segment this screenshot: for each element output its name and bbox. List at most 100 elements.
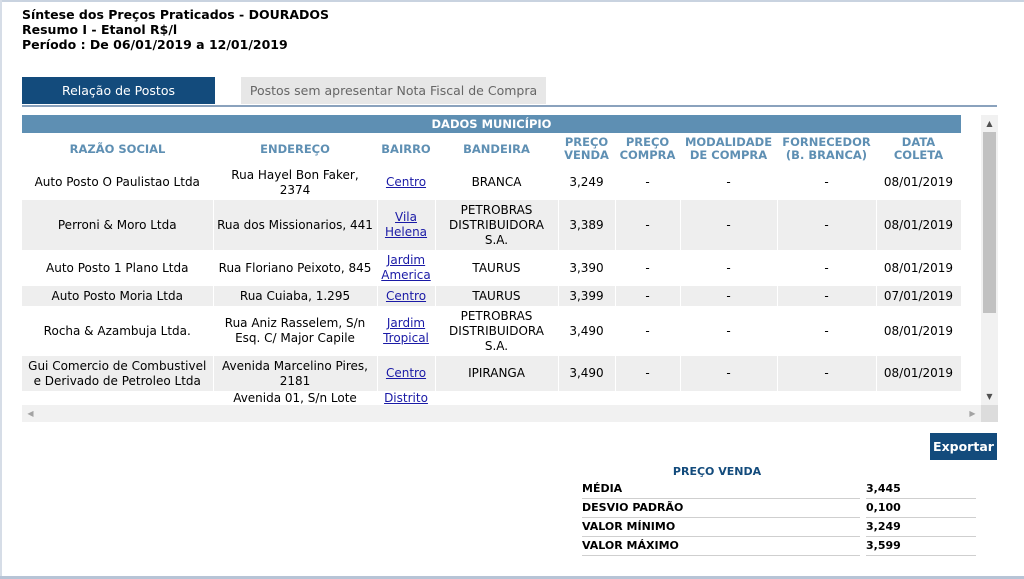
cell-razao: Auto Posto 1 Plano Ltda: [22, 250, 214, 286]
postos-grid: DADOS MUNICÍPIO RAZÃO SOCIAL ENDEREÇO BA…: [22, 115, 998, 423]
col-header-preco-venda[interactable]: PREÇO VENDA: [564, 135, 609, 162]
stat-value: 3,249: [866, 518, 976, 537]
col-header-bairro[interactable]: BAIRRO: [381, 141, 431, 156]
cell-endereco: Avenida 01, S/n Lote: [213, 391, 378, 405]
arrow-down-icon[interactable]: ▼: [986, 392, 993, 401]
postos-table: RAZÃO SOCIAL ENDEREÇO BAIRRO BANDEIRA PR…: [22, 133, 961, 405]
table-row: Auto Posto Moria Ltda Rua Cuiaba, 1.295 …: [22, 286, 961, 306]
window-top-border: [0, 0, 1024, 2]
cell-fornecedor: -: [777, 356, 877, 391]
cell-venda: 3,390: [558, 250, 616, 286]
arrow-up-icon[interactable]: ▲: [986, 119, 993, 128]
cell-bairro: Centro: [377, 356, 436, 391]
cell-compra: -: [615, 286, 681, 306]
cell-modalidade: -: [680, 356, 778, 391]
bairro-link[interactable]: Centro: [385, 175, 427, 189]
stats-panel: PREÇO VENDA MÉDIA 3,445 DESVIO PADRÃO 0,…: [578, 464, 977, 556]
cell-endereco: Rua dos Missionarios, 441: [213, 200, 378, 250]
cell-endereco: Avenida Marcelino Pires, 2181: [213, 356, 378, 391]
cell-fornecedor: -: [777, 165, 877, 200]
cell-endereco: Rua Hayel Bon Faker, 2374: [213, 165, 378, 200]
cell-data: 08/01/2019: [876, 165, 961, 200]
export-button[interactable]: Exportar: [930, 433, 997, 460]
cell-compra: -: [615, 200, 681, 250]
cell-endereco: Rua Cuiaba, 1.295: [213, 286, 378, 306]
cell-modalidade: [680, 391, 778, 405]
window-bottom-border: [0, 576, 1024, 579]
col-header-preco-compra[interactable]: PREÇO COMPRA: [619, 135, 676, 162]
cell-fornecedor: -: [777, 286, 877, 306]
cell-venda: [558, 391, 616, 405]
window-left-border: [0, 0, 2, 579]
cell-venda: 3,249: [558, 165, 616, 200]
report-header: Síntese dos Preços Praticados - DOURADOS…: [22, 7, 329, 52]
stat-row-maximo: VALOR MÁXIMO 3,599: [578, 537, 977, 556]
cell-compra: -: [615, 306, 681, 356]
col-header-razao-social[interactable]: RAZÃO SOCIAL: [69, 141, 166, 156]
tab-postos-sem-nota-fiscal[interactable]: Postos sem apresentar Nota Fiscal de Com…: [241, 77, 546, 104]
stat-value: 3,599: [866, 537, 976, 556]
cell-bandeira: PETROBRAS DISTRIBUIDORA S.A.: [435, 200, 559, 250]
col-header-endereco[interactable]: ENDEREÇO: [260, 141, 330, 156]
cell-compra: -: [615, 165, 681, 200]
cell-razao: Auto Posto O Paulistao Ltda: [22, 165, 214, 200]
cell-modalidade: -: [680, 250, 778, 286]
vertical-scroll-thumb[interactable]: [983, 132, 996, 313]
table-header-row: RAZÃO SOCIAL ENDEREÇO BAIRRO BANDEIRA PR…: [22, 133, 961, 165]
cell-bairro: Jardim America: [377, 250, 436, 286]
cell-venda: 3,389: [558, 200, 616, 250]
cell-fornecedor: -: [777, 306, 877, 356]
table-row: Gui Comercio de Combustivel e Derivado d…: [22, 356, 961, 391]
stats-title: PREÇO VENDA: [672, 465, 762, 478]
cell-bairro: Centro: [377, 286, 436, 306]
vertical-scrollbar[interactable]: ▲ ▼: [981, 115, 998, 405]
cell-fornecedor: -: [777, 250, 877, 286]
arrow-left-icon[interactable]: ◀: [27, 409, 34, 418]
bairro-link[interactable]: Centro: [385, 288, 427, 303]
report-subtitle: Resumo I - Etanol R$/l: [22, 22, 178, 37]
cell-data: 08/01/2019: [876, 356, 961, 391]
cell-data: [876, 391, 961, 405]
arrow-right-icon[interactable]: ▶: [969, 409, 976, 418]
bairro-link[interactable]: Vila Helena: [384, 210, 428, 239]
cell-endereco: Rua Floriano Peixoto, 845: [213, 250, 378, 286]
cell-modalidade: -: [680, 200, 778, 250]
col-header-data-coleta[interactable]: DATA COLETA: [893, 135, 944, 162]
cell-data: 07/01/2019: [876, 286, 961, 306]
col-header-bandeira[interactable]: BANDEIRA: [463, 141, 530, 156]
cell-bairro: Jardim Tropical: [377, 306, 436, 356]
stat-label: MÉDIA: [582, 480, 860, 499]
bairro-link[interactable]: Jardim Tropical: [383, 316, 429, 345]
tab-bar: Relação de Postos pesquisados Postos sem…: [22, 77, 997, 125]
cell-razao: Auto Posto Moria Ltda: [22, 286, 214, 306]
stat-label: VALOR MÍNIMO: [582, 518, 860, 537]
table-row: Avenida 01, S/n Lote Distrito: [22, 391, 961, 405]
table-row: Perroni & Moro Ltda Rua dos Missionarios…: [22, 200, 961, 250]
col-header-modalidade[interactable]: MODALIDADE DE COMPRA: [684, 135, 773, 162]
horizontal-scrollbar[interactable]: ◀ ▶: [22, 405, 981, 422]
cell-data: 08/01/2019: [876, 306, 961, 356]
cell-data: 08/01/2019: [876, 200, 961, 250]
cell-bandeira: [435, 391, 559, 405]
cell-bandeira: PETROBRAS DISTRIBUIDORA S.A.: [435, 306, 559, 356]
cell-razao: Perroni & Moro Ltda: [22, 200, 214, 250]
cell-fornecedor: -: [777, 200, 877, 250]
cell-bairro: Centro: [377, 165, 436, 200]
table-row: Auto Posto O Paulistao Ltda Rua Hayel Bo…: [22, 165, 961, 200]
cell-modalidade: -: [680, 306, 778, 356]
group-header: DADOS MUNICÍPIO: [22, 115, 961, 133]
cell-bandeira: BRANCA: [435, 165, 559, 200]
grid-viewport: DADOS MUNICÍPIO RAZÃO SOCIAL ENDEREÇO BA…: [22, 115, 961, 405]
stat-row-minimo: VALOR MÍNIMO 3,249: [578, 518, 977, 537]
bairro-link[interactable]: Distrito: [384, 391, 428, 405]
cell-data: 08/01/2019: [876, 250, 961, 286]
cell-bairro: Distrito: [377, 391, 436, 405]
tab-postos-pesquisados[interactable]: Relação de Postos pesquisados: [22, 77, 215, 125]
stat-row-desvio: DESVIO PADRÃO 0,100: [578, 499, 977, 518]
cell-compra: [615, 391, 681, 405]
bairro-link[interactable]: Centro: [385, 366, 427, 380]
bairro-link[interactable]: Jardim America: [381, 253, 431, 282]
col-header-fornecedor[interactable]: FORNECEDOR (B. BRANCA): [782, 135, 871, 162]
cell-venda: 3,399: [558, 286, 616, 306]
cell-compra: -: [615, 356, 681, 391]
